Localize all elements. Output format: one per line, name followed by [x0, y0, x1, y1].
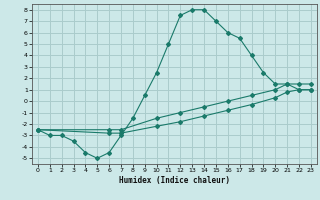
X-axis label: Humidex (Indice chaleur): Humidex (Indice chaleur) — [119, 176, 230, 185]
